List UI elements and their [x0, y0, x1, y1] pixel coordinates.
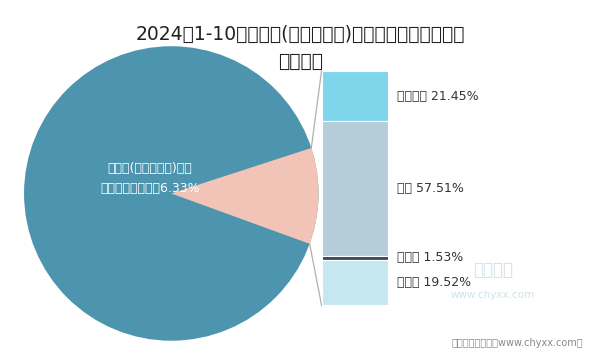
Bar	[322, 71, 388, 121]
Text: 财产保险 21.45%: 财产保险 21.45%	[397, 89, 478, 103]
Text: 山东省(不含青岛市)保险: 山东省(不含青岛市)保险	[108, 162, 193, 175]
Text: 健康险 19.52%: 健康险 19.52%	[397, 276, 471, 289]
Text: 2024年1-10月山东省(不含青岛市)原保险保费收入类别对: 2024年1-10月山东省(不含青岛市)原保险保费收入类别对	[136, 25, 465, 44]
Polygon shape	[171, 148, 319, 244]
Text: 寿险 57.51%: 寿险 57.51%	[397, 182, 463, 195]
Text: 智研咨询: 智研咨询	[473, 261, 513, 279]
Text: 制图：智研咨询（www.chyxx.com）: 制图：智研咨询（www.chyxx.com）	[451, 338, 583, 348]
Text: www.chyxx.com: www.chyxx.com	[451, 290, 535, 300]
Ellipse shape	[24, 46, 319, 341]
Text: 意外险 1.53%: 意外险 1.53%	[397, 251, 463, 264]
Bar	[322, 256, 388, 260]
Bar	[322, 260, 388, 305]
Bar	[322, 121, 388, 256]
Text: 保费占全国比重为6.33%: 保费占全国比重为6.33%	[100, 182, 200, 195]
Text: 比统计图: 比统计图	[278, 51, 323, 71]
